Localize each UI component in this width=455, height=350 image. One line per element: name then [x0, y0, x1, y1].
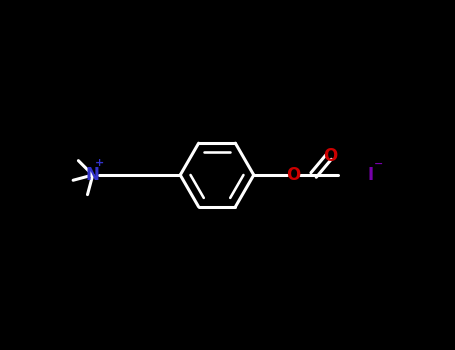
Text: O: O — [286, 166, 300, 184]
Text: −: − — [374, 159, 384, 169]
Text: N: N — [86, 166, 100, 184]
Text: +: + — [95, 159, 104, 168]
Text: I: I — [368, 166, 374, 184]
Text: O: O — [323, 147, 337, 165]
